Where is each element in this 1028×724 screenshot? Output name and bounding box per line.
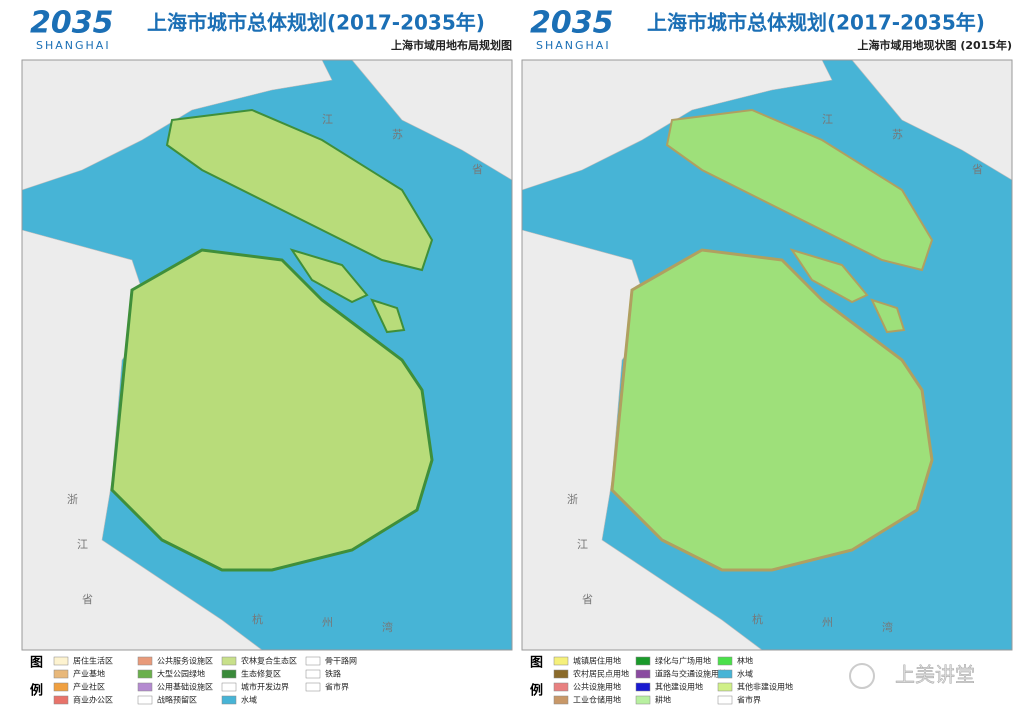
map-label: 浙 xyxy=(67,493,78,506)
legend-label: 省市界 xyxy=(325,682,349,692)
subtitle: 上海市域用地现状图 (2015年) xyxy=(858,38,1013,52)
legend-swatch xyxy=(635,656,651,666)
legend-heading: 图 xyxy=(30,656,43,671)
legend-label: 公用基础设施区 xyxy=(157,682,213,692)
logo-text: SHANGHAI xyxy=(36,39,111,52)
map-label: 湾 xyxy=(382,620,393,634)
legend-swatch xyxy=(137,656,153,666)
legend-swatch xyxy=(635,669,651,679)
legend-label: 农村居民点用地 xyxy=(573,669,629,679)
legend-label: 城镇居住用地 xyxy=(573,656,621,666)
title: 上海市城市总体规划(2017-2035年) xyxy=(147,11,485,35)
map-label: 江 xyxy=(322,113,333,126)
legend-label: 产业社区 xyxy=(73,682,105,692)
legend-swatch xyxy=(53,682,69,692)
legend-swatch xyxy=(553,669,569,679)
legend-label: 产业基地 xyxy=(73,669,105,679)
legend-label: 城市开发边界 xyxy=(241,682,289,692)
subtitle: 上海市域用地布局规划图 xyxy=(391,38,512,52)
logo-text: SHANGHAI xyxy=(536,39,611,52)
map-label: 省 xyxy=(472,163,483,176)
legend-swatch xyxy=(553,695,569,705)
legend-label: 道路与交通设施用地 xyxy=(655,669,727,679)
legend-label: 绿化与广场用地 xyxy=(655,656,711,666)
legend-label: 生态修复区 xyxy=(241,669,281,679)
map-label: 江 xyxy=(822,113,833,126)
legend-swatch xyxy=(137,682,153,692)
legend-heading: 例 xyxy=(530,683,543,699)
legend-swatch xyxy=(221,656,237,666)
map-label: 江 xyxy=(77,538,88,551)
legend-swatch xyxy=(305,656,321,666)
legend-swatch xyxy=(635,682,651,692)
legend-heading: 例 xyxy=(30,683,43,699)
legend-swatch xyxy=(53,656,69,666)
legend-swatch xyxy=(635,695,651,705)
legend-swatch xyxy=(53,669,69,679)
map-frame xyxy=(521,59,1013,651)
legend-swatch xyxy=(553,656,569,666)
legend-label: 战略预留区 xyxy=(157,695,197,705)
legend-label: 耕地 xyxy=(655,695,671,705)
legend-swatch xyxy=(53,695,69,705)
legend-label: 公共设施用地 xyxy=(573,682,621,692)
map-label: 江 xyxy=(577,538,588,551)
legend-label: 水域 xyxy=(737,669,753,679)
legend-swatch xyxy=(221,695,237,705)
map-label: 省 xyxy=(972,163,983,176)
map-label: 苏 xyxy=(892,128,903,141)
legend-swatch xyxy=(717,656,733,666)
legend-label: 居住生活区 xyxy=(73,656,113,666)
legend-label: 省市界 xyxy=(737,695,761,705)
map-label: 杭 xyxy=(252,612,263,626)
legend-heading: 图 xyxy=(530,656,543,671)
map-label: 浙 xyxy=(567,493,578,506)
legend-label: 大型公园绿地 xyxy=(157,669,205,679)
legend-label: 其他非建设用地 xyxy=(737,682,793,692)
map-label: 州 xyxy=(322,616,333,629)
legend-swatch xyxy=(137,695,153,705)
legend-label: 商业办公区 xyxy=(73,695,113,705)
title: 上海市城市总体规划(2017-2035年) xyxy=(647,11,985,35)
watermark: 上美讲堂 xyxy=(895,663,975,687)
legend-swatch xyxy=(717,682,733,692)
legend-label: 林地 xyxy=(737,656,753,666)
legend-label: 其他建设用地 xyxy=(655,682,703,692)
watermark-icon xyxy=(849,663,875,689)
status-map xyxy=(520,58,1014,652)
map-label: 湾 xyxy=(882,620,893,634)
map-frame xyxy=(21,59,513,651)
legend-swatch xyxy=(221,669,237,679)
map-label: 省 xyxy=(582,593,593,606)
legend-swatch xyxy=(717,669,733,679)
map-label: 杭 xyxy=(752,612,763,626)
legend-label: 工业仓储用地 xyxy=(573,695,621,705)
legend-label: 骨干路网 xyxy=(325,656,357,666)
planning-map xyxy=(20,58,514,652)
legend-swatch xyxy=(717,695,733,705)
legend-swatch xyxy=(221,682,237,692)
map-label: 州 xyxy=(822,616,833,629)
logo-number: 2035 xyxy=(530,6,614,41)
legend-swatch xyxy=(305,682,321,692)
legend-label: 铁路 xyxy=(325,669,341,679)
legend-label: 农林复合生态区 xyxy=(241,656,297,666)
logo-number: 2035 xyxy=(30,6,114,41)
legend-swatch xyxy=(305,669,321,679)
map-label: 省 xyxy=(82,593,93,606)
legend-swatch xyxy=(137,669,153,679)
map-label: 苏 xyxy=(392,128,403,141)
legend-label: 公共服务设施区 xyxy=(157,656,213,666)
legend-swatch xyxy=(553,682,569,692)
legend-label: 水域 xyxy=(241,695,257,705)
